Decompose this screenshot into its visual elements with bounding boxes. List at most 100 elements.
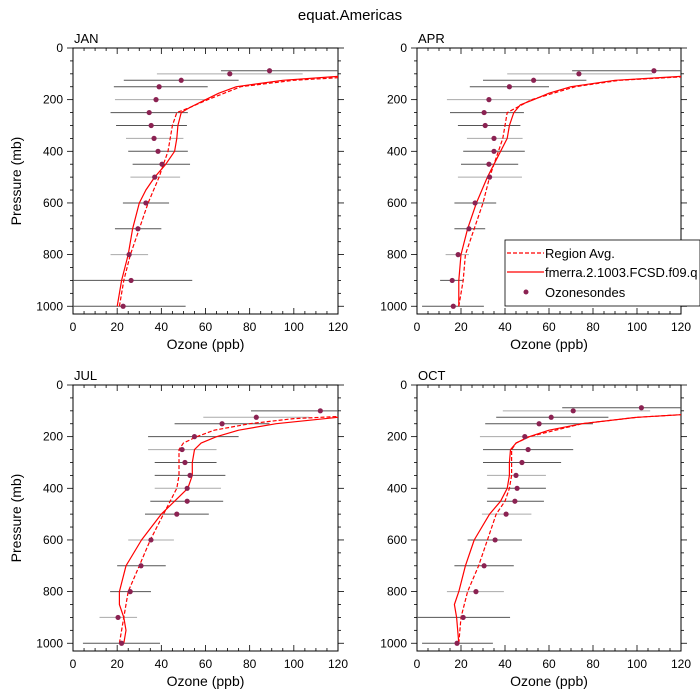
ozonesonde-point (482, 122, 488, 129)
plot-area (422, 68, 681, 309)
ozonesonde-point (179, 446, 185, 453)
ozonesonde-point (514, 485, 520, 491)
panel-label: JUL (74, 368, 97, 383)
ozonesonde-point (191, 434, 198, 440)
ozonesonde-point (253, 414, 259, 420)
panel-label: APR (418, 31, 445, 46)
ozonesonde-point (638, 405, 645, 411)
panel-oct: OCT 0 20 40 60 80 100 120 0 200 400 600 800 1000 Ozone… (380, 368, 691, 689)
x-tick-label: 0 (414, 320, 421, 334)
y-tick-label: 800 (43, 248, 63, 262)
ozonesonde-point (487, 174, 493, 180)
ozonesonde-point (503, 511, 509, 517)
x-tick-label: 120 (671, 657, 691, 671)
x-tick-label: 0 (414, 657, 421, 671)
legend-label-ozonesondes: Ozonesondes (545, 285, 626, 300)
x-tick-label: 60 (542, 320, 556, 334)
ozonesonde-point (317, 408, 323, 414)
ozonesonde-point (143, 200, 149, 206)
ozonesonde-point (473, 589, 479, 595)
y-tick-label: 800 (387, 585, 407, 599)
y-tick-label: 0 (56, 41, 63, 55)
ozonesonde-point (455, 252, 461, 258)
model-line (453, 414, 681, 644)
ozonesonde-point (266, 68, 273, 74)
region-avg-line (118, 415, 338, 644)
ozonesonde-point (481, 563, 487, 569)
ozonesonde-point (115, 614, 121, 621)
legend: Region Avg. fmerra.2.1003.FCSD.f09.q Ozo… (504, 239, 700, 307)
x-tick-label: 60 (542, 657, 556, 671)
y-tick-label: 400 (387, 481, 407, 495)
y-tick-label: 600 (387, 533, 407, 547)
ozonesonde-point (128, 277, 134, 284)
legend-box (504, 239, 700, 307)
panel-label: OCT (418, 368, 446, 383)
x-tick-label: 120 (328, 320, 348, 334)
figure-title: equat.Americas (298, 7, 402, 24)
y-tick-label: 200 (387, 93, 407, 107)
ozonesonde-point (184, 498, 190, 504)
ozonesonde-point (522, 434, 528, 440)
ozonesonde-point (153, 97, 159, 103)
x-tick-label: 100 (284, 657, 304, 671)
ozonesonde-point (148, 537, 154, 543)
ozonesonde-point (486, 161, 492, 167)
plot-area (73, 68, 338, 309)
ozonesonde-point (146, 109, 152, 116)
ozonesonde-point (126, 252, 132, 258)
ozonesonde-point (152, 174, 158, 180)
ozonesonde-point (512, 498, 518, 504)
legend-marker-ozonesondes (523, 289, 529, 295)
ozonesonde-point (449, 277, 455, 284)
y-tick-label: 1000 (36, 636, 63, 650)
ozonesonde-point (155, 148, 161, 154)
x-tick-label: 40 (498, 657, 512, 671)
x-tick-label: 20 (110, 657, 124, 671)
x-axis-title: Ozone (ppb) (167, 673, 245, 689)
y-tick-label: 400 (387, 144, 407, 158)
ozonesonde-point (450, 303, 456, 309)
y-tick-label: 600 (43, 533, 63, 547)
x-tick-label: 20 (454, 657, 468, 671)
y-axis-title: Pressure (mb) (8, 474, 24, 563)
x-tick-label: 100 (627, 320, 647, 334)
x-tick-label: 40 (155, 657, 169, 671)
y-tick-label: 800 (387, 248, 407, 262)
ozonesonde-point (219, 421, 225, 427)
model-line (118, 416, 338, 644)
plot-area (417, 405, 681, 646)
ozonesonde-point (138, 563, 144, 569)
ozonesonde-point (491, 135, 497, 141)
ozonesonde-point (548, 414, 554, 420)
x-tick-label: 0 (70, 657, 77, 671)
panel-jul: JUL 0 20 40 60 80 100 120 0 200 400 600 800 1000 Ozone… (8, 368, 348, 689)
ozonesonde-point (651, 68, 657, 74)
y-tick-label: 400 (43, 481, 63, 495)
y-tick-label: 1000 (380, 299, 407, 313)
ozonesonde-point (227, 71, 233, 77)
x-tick-label: 60 (199, 657, 213, 671)
x-tick-label: 80 (586, 657, 600, 671)
x-tick-label: 60 (199, 320, 213, 334)
x-tick-label: 40 (155, 320, 169, 334)
x-tick-label: 20 (110, 320, 124, 334)
x-axis-title: Ozone (ppb) (510, 336, 588, 352)
ozonesonde-point (174, 511, 180, 517)
model-line (458, 75, 681, 307)
region-avg-line (118, 77, 338, 307)
ozonesonde-point (187, 472, 193, 478)
ozonesonde-point (492, 537, 498, 543)
x-tick-label: 100 (627, 657, 647, 671)
plot-area (82, 408, 338, 646)
plot-frame (72, 47, 339, 315)
region-avg-line (458, 414, 681, 644)
ozonesonde-point (127, 589, 133, 595)
x-axis-title: Ozone (ppb) (167, 336, 245, 352)
ozonesonde-point (118, 640, 125, 646)
plot-frame (72, 384, 339, 652)
panel-label: JAN (74, 31, 99, 46)
x-tick-label: 40 (498, 320, 512, 334)
ozonesonde-point (481, 109, 487, 116)
